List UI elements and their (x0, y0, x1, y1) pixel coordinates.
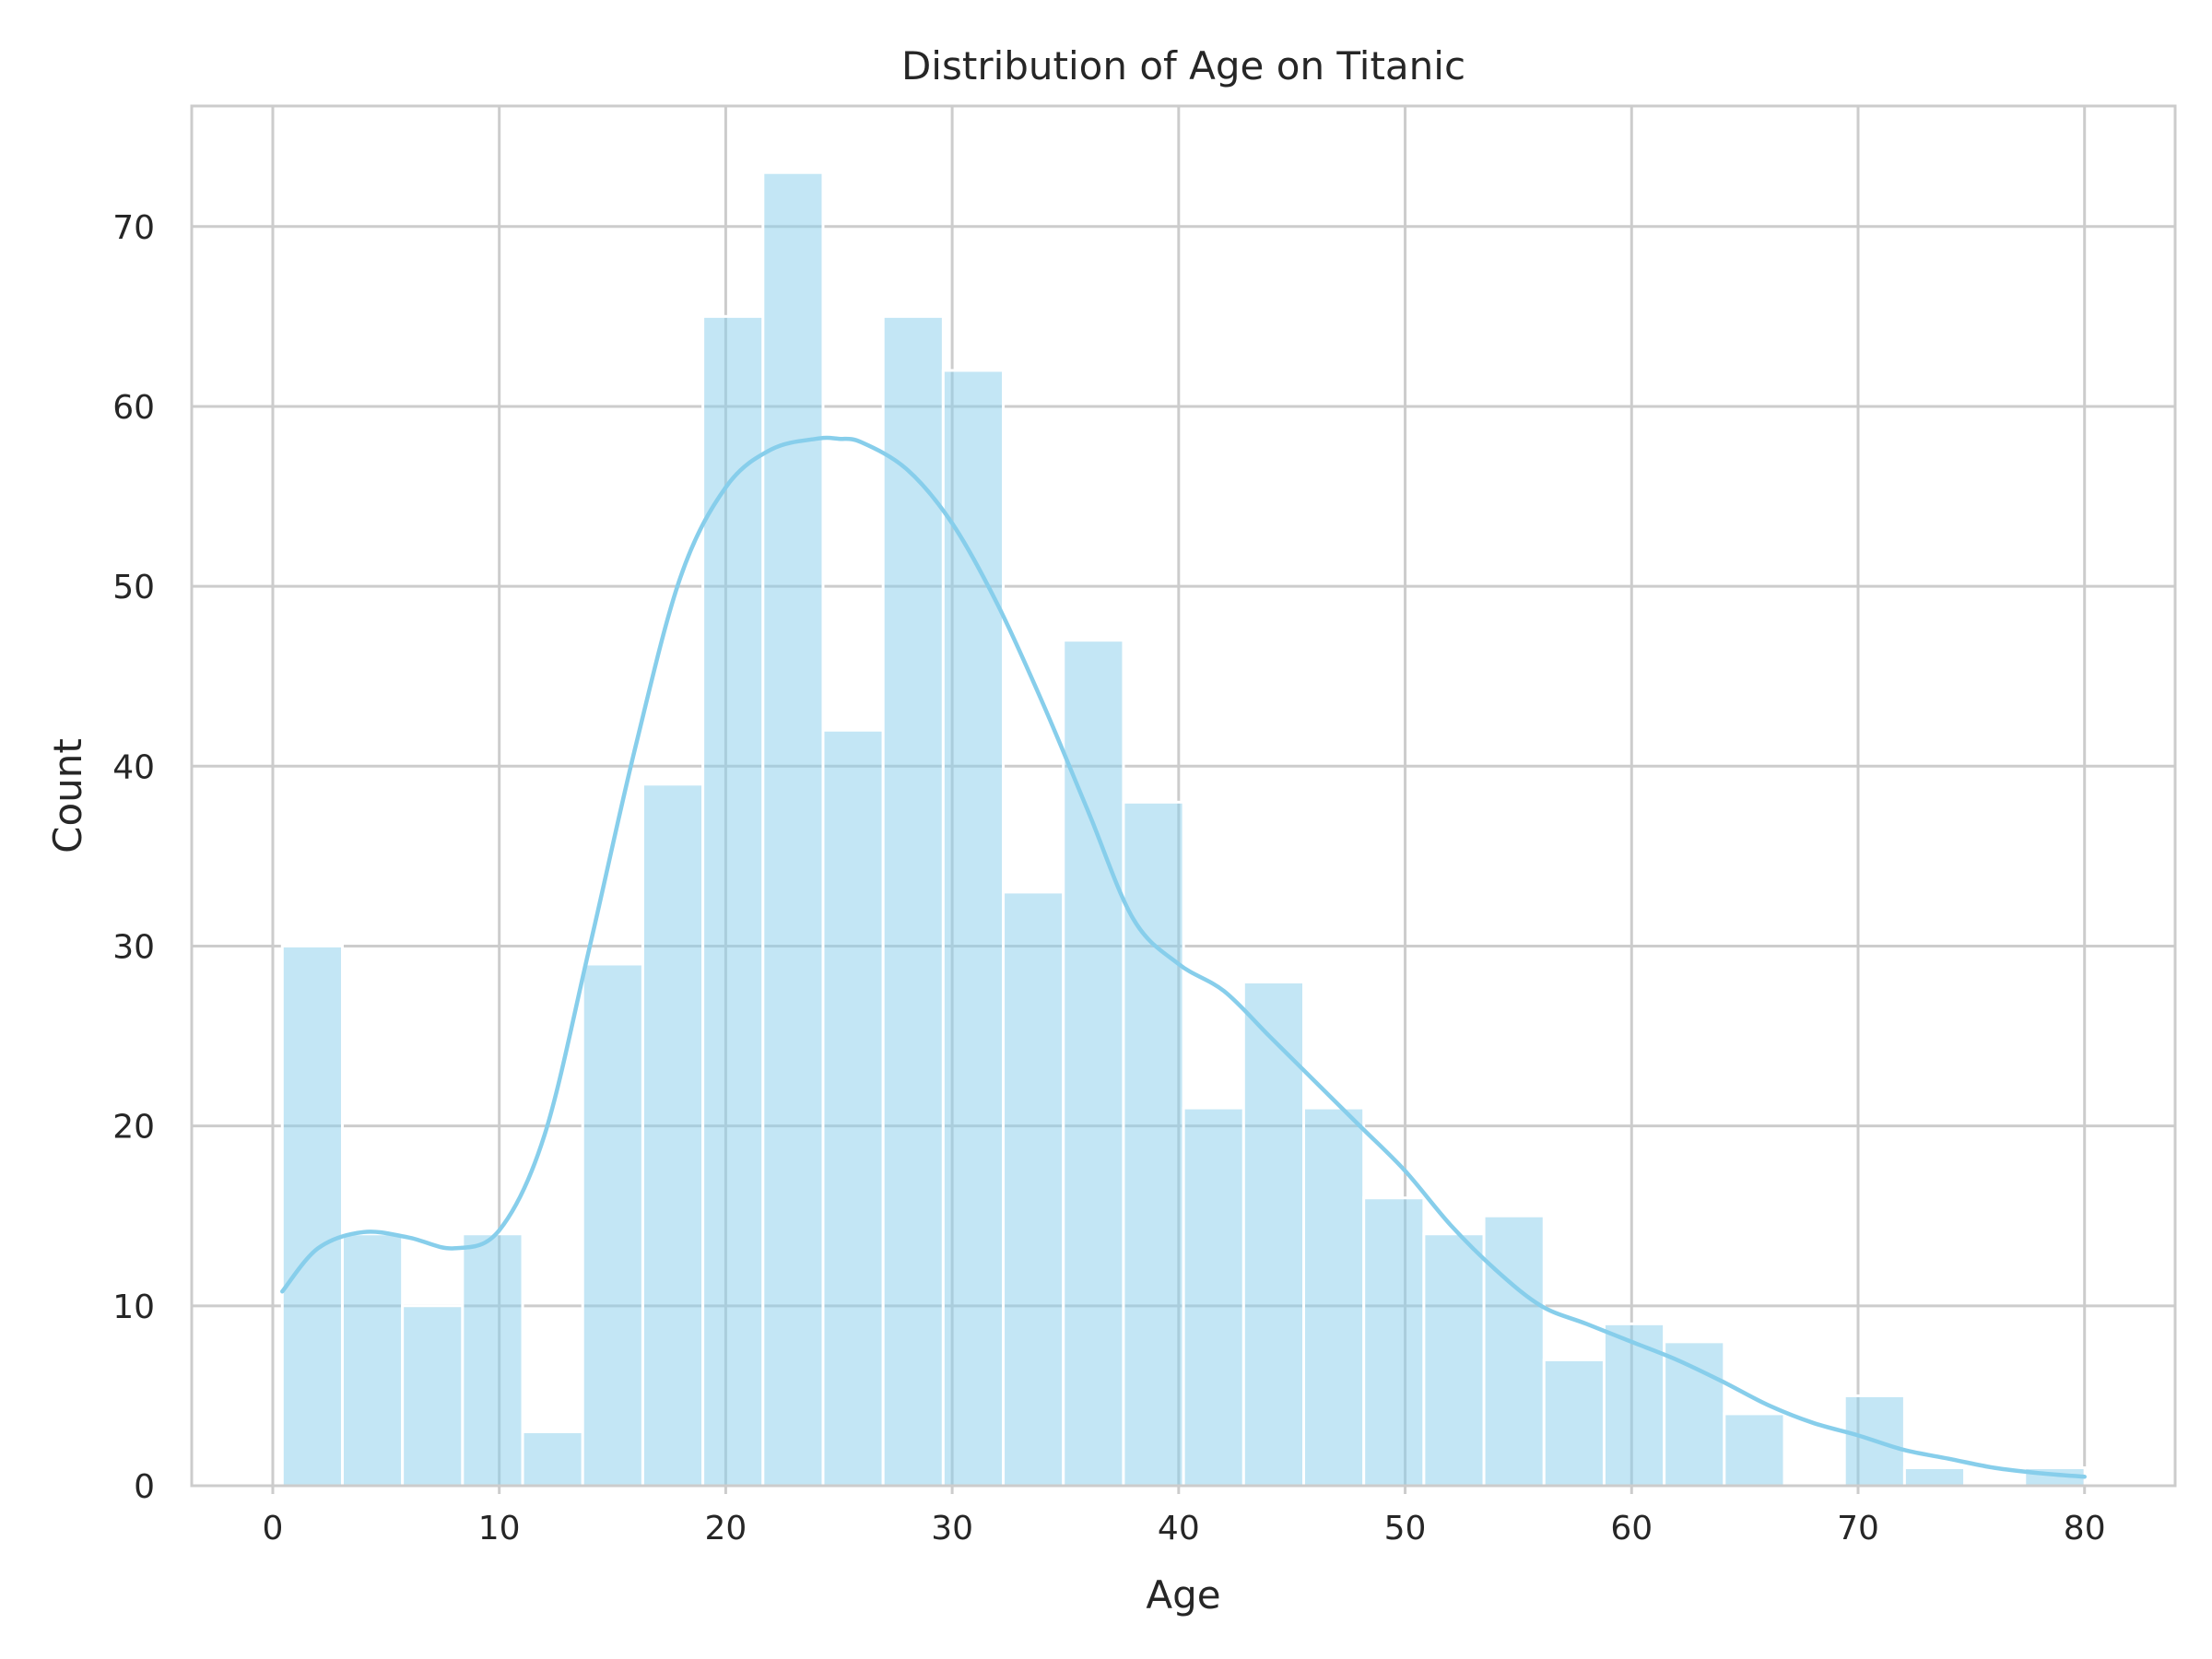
bars (280, 171, 2087, 1488)
histogram-bar (761, 171, 825, 1488)
histogram-bar (1542, 1358, 1606, 1488)
histogram-bar (340, 1232, 405, 1488)
kde-line (280, 435, 2087, 1479)
histogram-bar (701, 314, 765, 1488)
histogram-bar (821, 728, 885, 1488)
histogram-bar (1663, 1340, 1726, 1488)
kde-curve (280, 435, 2087, 1479)
histogram-bar (1362, 1196, 1426, 1488)
histogram-bar (461, 1232, 524, 1488)
histogram-bar (1062, 639, 1125, 1488)
histogram-bar (941, 369, 1006, 1488)
histogram-bar (1422, 1232, 1486, 1488)
histogram-bar (881, 314, 945, 1488)
x-tick-label: 60 (1610, 1510, 1653, 1547)
y-tick-label: 0 (134, 1468, 155, 1506)
histogram-bar (1241, 981, 1306, 1488)
y-tick-label: 30 (112, 928, 155, 966)
histogram-bar (521, 1430, 584, 1488)
histogram-bar (1482, 1214, 1546, 1488)
y-tick-label: 20 (112, 1109, 155, 1147)
y-tick-label: 40 (112, 748, 155, 786)
histogram-bar (581, 962, 644, 1488)
y-tick-label: 60 (112, 389, 155, 427)
x-tick-label: 0 (263, 1510, 284, 1547)
x-tick-label: 50 (1384, 1510, 1427, 1547)
histogram-bar (1302, 1106, 1366, 1488)
histogram-bar (1182, 1106, 1245, 1488)
x-tick-label: 40 (1158, 1510, 1200, 1547)
histogram-bar (1602, 1322, 1666, 1488)
y-tick-label: 70 (112, 209, 155, 247)
histogram-bar (401, 1304, 465, 1488)
x-axis-ticks: 0 10 20 30 40 50 60 70 80 (263, 1486, 2106, 1547)
histogram-bar (641, 782, 705, 1488)
y-axis-label: Count (45, 738, 90, 853)
y-axis-ticks: 0 10 20 30 40 50 60 70 (112, 209, 155, 1506)
histogram-bar (1002, 890, 1065, 1488)
histogram-bar (1902, 1465, 1967, 1488)
histogram-bar (280, 944, 344, 1488)
x-tick-label: 20 (704, 1510, 747, 1547)
x-tick-label: 80 (2064, 1510, 2106, 1547)
x-tick-label: 10 (478, 1510, 521, 1547)
histogram-bar (1723, 1412, 1786, 1488)
y-tick-label: 10 (112, 1288, 155, 1326)
chart-title: Distribution of Age on Titanic (901, 43, 1465, 88)
x-axis-label: Age (1146, 1572, 1220, 1618)
x-tick-label: 30 (931, 1510, 973, 1547)
x-tick-label: 70 (1837, 1510, 1879, 1547)
y-tick-label: 50 (112, 569, 155, 606)
plot-frame (190, 104, 2177, 1488)
histogram-bar (1122, 800, 1185, 1488)
